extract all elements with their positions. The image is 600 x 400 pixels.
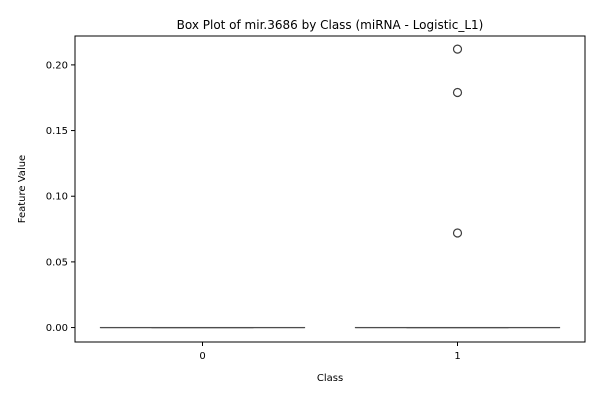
box-class-1	[354, 44, 561, 329]
outlier-point	[452, 87, 463, 98]
outlier-point	[452, 44, 463, 54]
y-tick-label: 0.10	[46, 192, 68, 203]
x-tick-label: 0	[199, 351, 205, 362]
y-tick-label: 0.20	[46, 60, 68, 71]
chart-title: Box Plot of mir.3686 by Class (miRNA - L…	[177, 18, 484, 32]
y-axis-label: Feature Value	[17, 155, 28, 223]
x-axis-label: Class	[317, 373, 343, 384]
y-tick-label: 0.15	[46, 126, 68, 137]
boxes-group	[99, 44, 561, 329]
y-tick-label: 0.00	[46, 323, 68, 334]
plot-area	[74, 35, 586, 343]
outlier-point	[452, 228, 463, 238]
y-tick-label: 0.05	[46, 257, 68, 268]
y-axis: 0.00 0.05 0.10 0.15 0.20	[46, 60, 75, 334]
x-tick-label: 1	[454, 351, 460, 362]
